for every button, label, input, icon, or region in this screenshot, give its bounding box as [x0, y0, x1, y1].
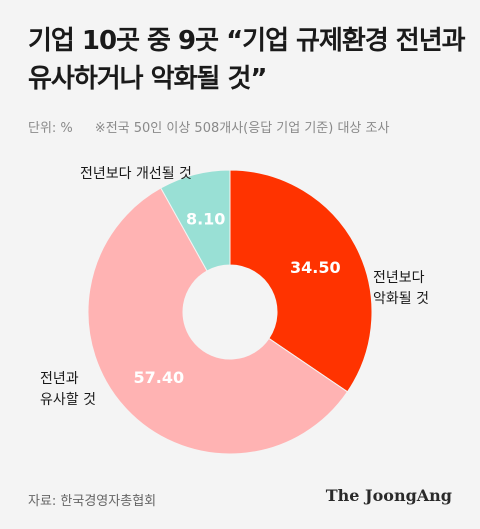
slice-value-label: 57.40 [134, 368, 185, 387]
chart-title: 기업 10곳 중 9곳 “기업 규제환경 전년과 유사하거나 악화될 것” [28, 22, 468, 98]
brand-logo: The JoongAng [325, 486, 452, 505]
slice-value-label: 34.50 [290, 258, 341, 277]
slice-value-label: 8.10 [186, 210, 225, 229]
slice-0 [229, 169, 373, 393]
title-line-1: 기업 10곳 중 9곳 “기업 규제환경 전년과 [28, 26, 466, 56]
slice-category-label: 전년보다 악화될 것 [373, 270, 429, 307]
survey-note: ※전국 50인 이상 508개사(응답 기업 기준) 대상 조사 [94, 121, 390, 136]
slice-category-label: 전년보다 개선될 것 [80, 166, 192, 182]
slice-1 [87, 187, 349, 455]
slice-2 [160, 169, 231, 272]
title-line-2: 유사하거나 악화될 것” [28, 64, 267, 94]
source-label: 자료: 한국경영자총협회 [28, 494, 157, 509]
slice-category-label: 전년과 유사할 것 [40, 371, 96, 408]
subtitle-row: 단위: % ※전국 50인 이상 508개사(응답 기업 기준) 대상 조사 [28, 117, 389, 136]
unit-label: 단위: % [28, 121, 73, 136]
